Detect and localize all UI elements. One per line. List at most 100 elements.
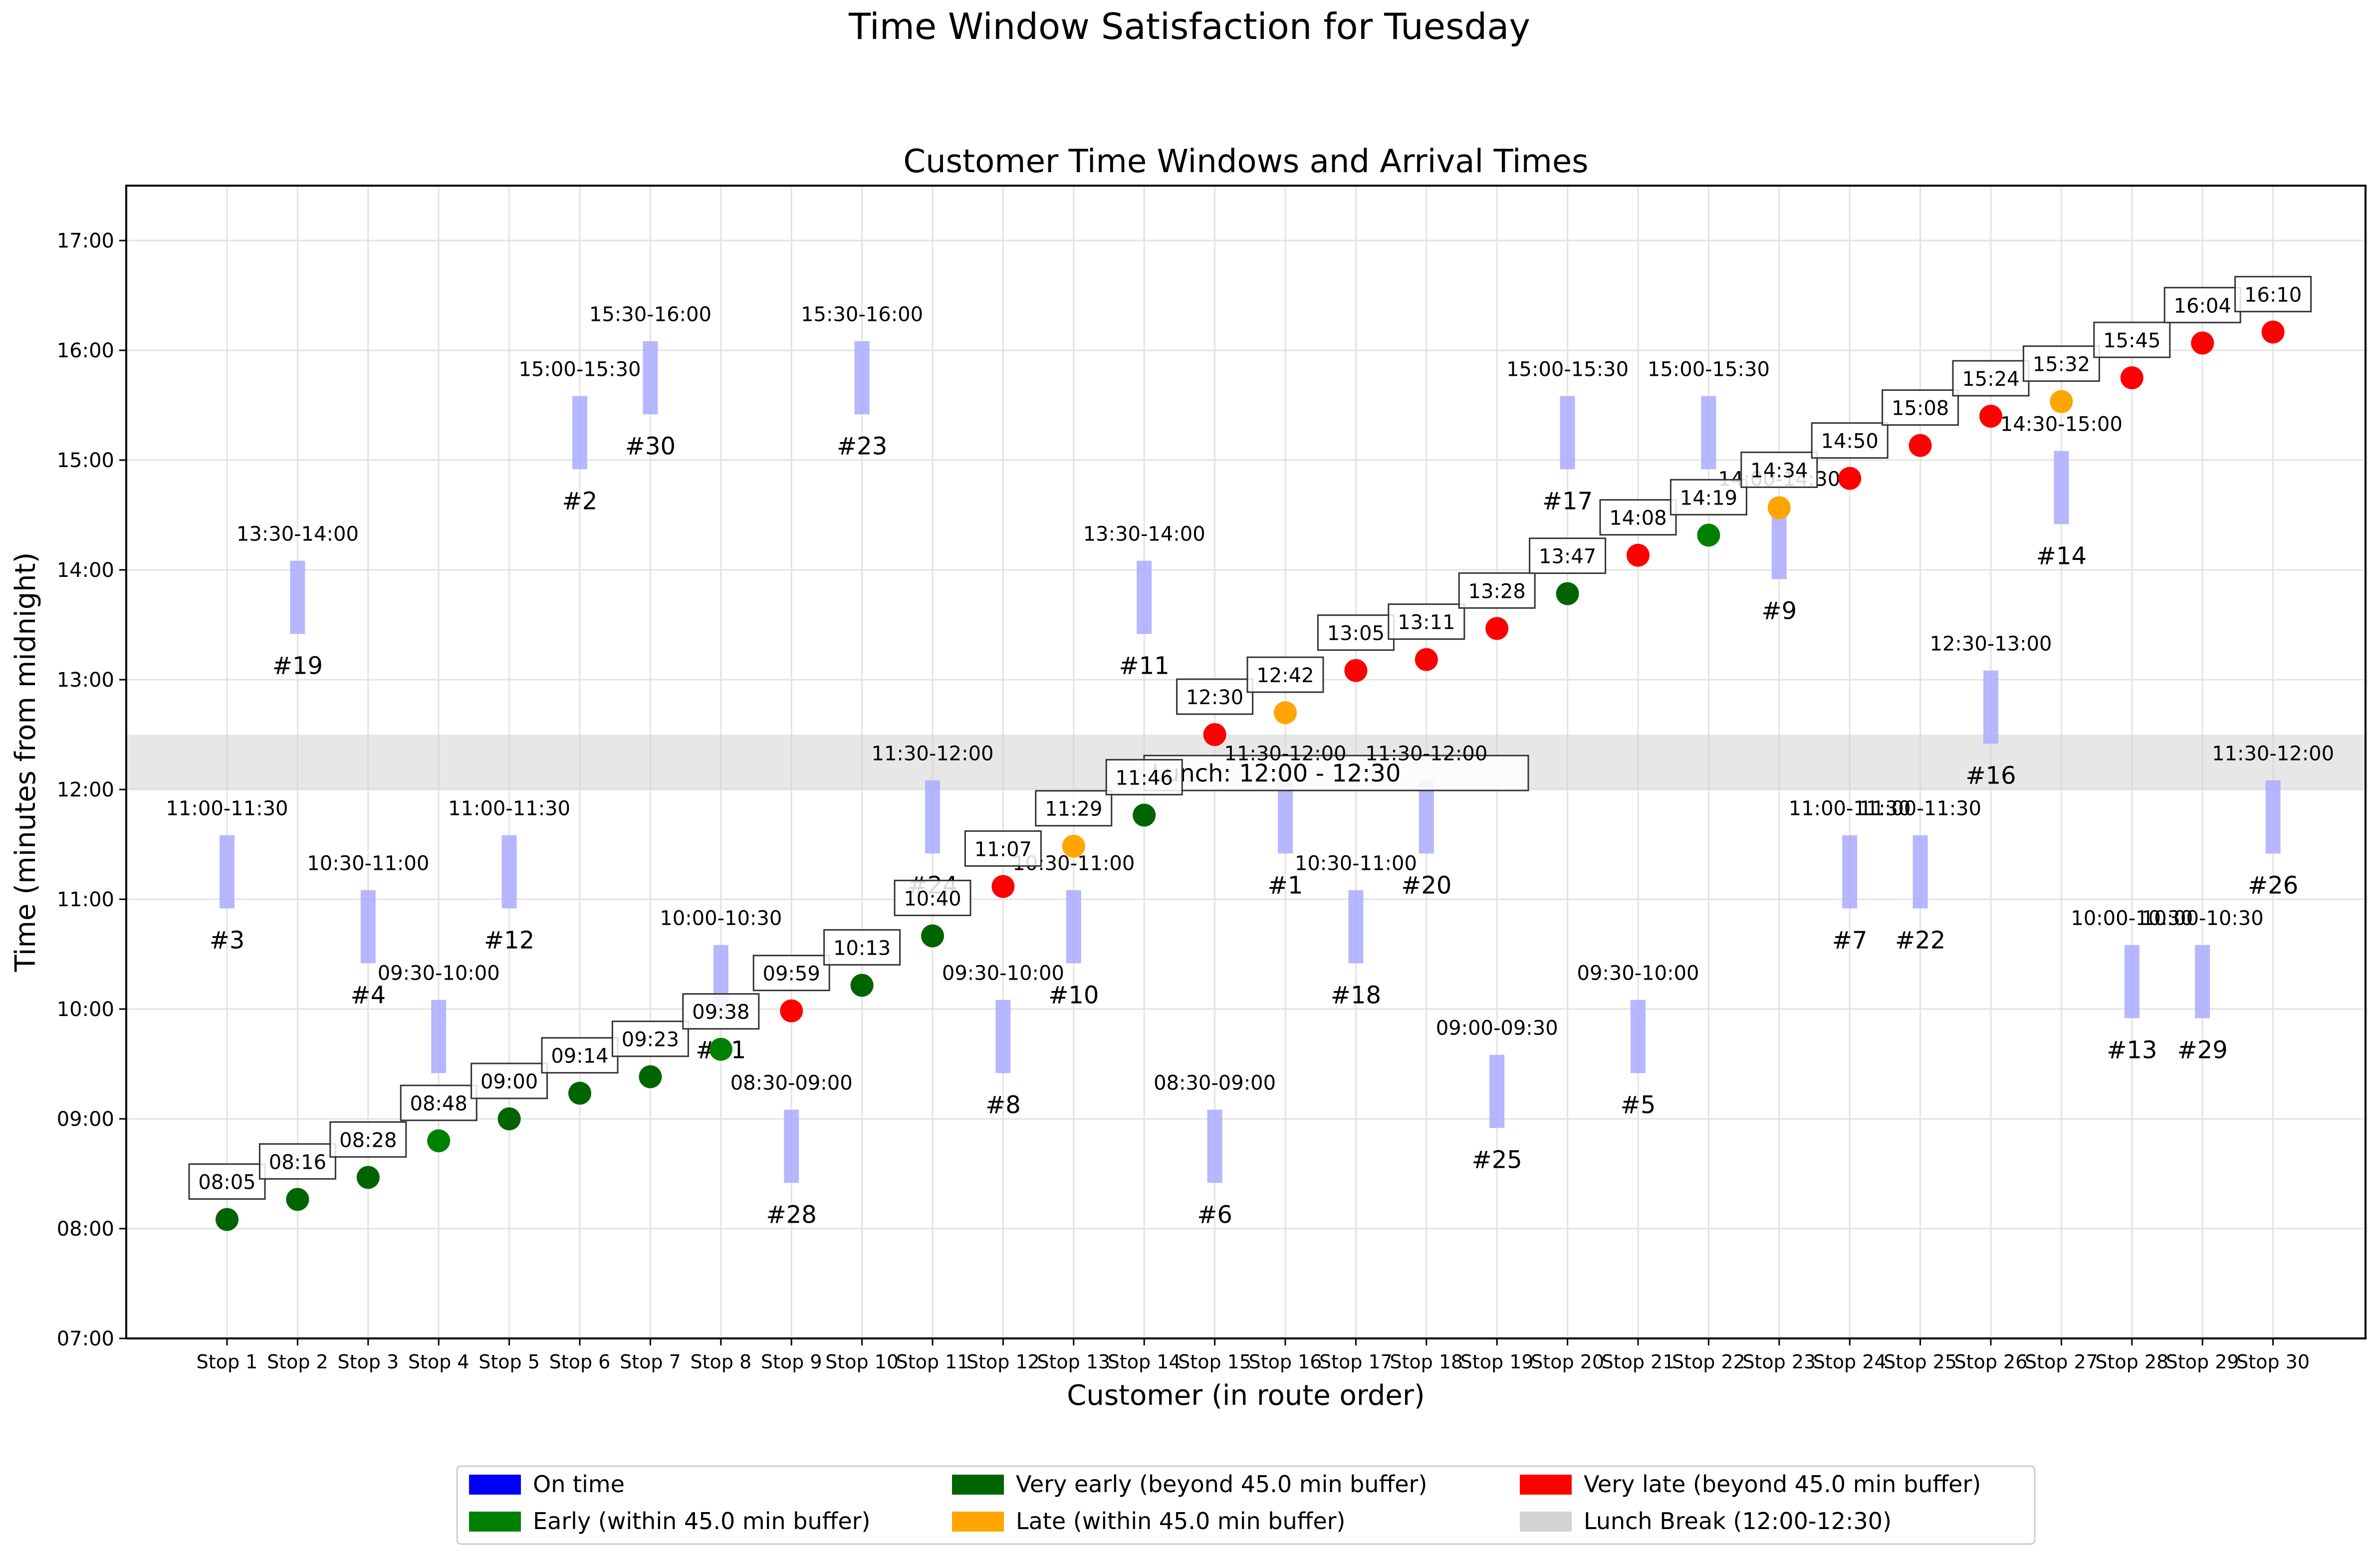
arrival-point (2050, 390, 2073, 413)
customer-label: #28 (766, 1201, 817, 1229)
time-window-bar (643, 341, 658, 415)
x-tick-label: Stop 27 (2025, 1351, 2098, 1373)
customer-label: #26 (2248, 871, 2298, 899)
arrival-time-box (682, 993, 760, 1030)
x-tick-label: Stop 29 (2166, 1351, 2239, 1373)
x-tick-label: Stop 24 (1813, 1351, 1887, 1373)
plot-frame (125, 185, 2367, 1339)
time-window-bar (995, 1000, 1011, 1073)
time-window-bar (220, 835, 235, 909)
time-window-label: 15:30-16:00 (589, 303, 712, 326)
arrival-time-box (752, 955, 830, 992)
legend-swatch (952, 1475, 1004, 1495)
arrival-time-box (1246, 656, 1324, 693)
arrival-time-box (2093, 321, 2171, 358)
y-tick-label: 17:00 (57, 230, 114, 253)
arrival-time-label: 12:42 (1256, 664, 1314, 687)
arrival-time-label: 09:00 (480, 1070, 538, 1093)
x-axis-label: Customer (in route order) (1067, 1379, 1425, 1412)
x-tick-label: Stop 9 (761, 1351, 822, 1373)
arrival-time-box (611, 1021, 689, 1057)
arrival-time-label: 11:07 (974, 838, 1032, 861)
time-window-label: 10:00-10:30 (2142, 907, 2264, 930)
x-tick-label: Stop 6 (549, 1351, 611, 1373)
time-window-label: 12:30-13:00 (1930, 633, 2052, 656)
arrival-time-box (823, 929, 901, 966)
arrival-time-label: 10:13 (833, 937, 891, 960)
time-window-label: 10:30-11:00 (1295, 852, 1417, 875)
arrival-time-label: 10:40 (904, 887, 961, 910)
time-window-label: 13:30-14:00 (1083, 523, 1205, 546)
time-window-label: 10:00-10:30 (2071, 907, 2193, 930)
arrival-time-label: 09:38 (692, 1001, 749, 1024)
x-tick-label: Stop 1 (197, 1351, 258, 1373)
arrival-time-box (1599, 499, 1677, 536)
customer-label: #10 (1048, 981, 1099, 1009)
arrival-time-box (1176, 678, 1254, 715)
arrival-time-label: 15:08 (1892, 397, 1949, 420)
time-window-label: 15:00-15:30 (1506, 358, 1629, 381)
arrival-point (709, 1038, 732, 1061)
customer-label: #16 (1965, 762, 2016, 789)
x-tick-label: Stop 10 (825, 1351, 899, 1373)
time-window-label: 09:30-10:00 (942, 962, 1064, 985)
arrival-point (921, 924, 944, 948)
arrival-time-box (1317, 614, 1395, 651)
x-tick-label: Stop 13 (1037, 1351, 1110, 1373)
arrival-time-box (1458, 572, 1536, 609)
arrival-point (2120, 366, 2143, 389)
time-window-bar (1207, 1109, 1222, 1183)
legend: On time Early (within 45.0 min buffer) Ver… (456, 1465, 2036, 1545)
time-window-bar (1348, 890, 1364, 964)
y-tick-label: 11:00 (57, 888, 114, 911)
arrival-time-box (1952, 360, 2030, 397)
arrival-time-box (541, 1037, 619, 1074)
arrival-point (2191, 331, 2214, 355)
time-window-bar (1489, 1054, 1505, 1128)
arrival-time-label: 08:05 (198, 1171, 255, 1194)
time-window-bar (2195, 945, 2210, 1019)
x-tick-label: Stop 14 (1108, 1351, 1181, 1373)
arrival-time-box (1388, 603, 1465, 640)
arrival-time-box (1882, 389, 1959, 426)
x-tick-label: Stop 15 (1178, 1351, 1251, 1373)
x-tick-label: Stop 20 (1531, 1351, 1604, 1373)
time-window-label: 08:30-09:00 (730, 1072, 853, 1095)
time-window-label: 08:30-09:00 (1154, 1072, 1276, 1095)
time-window-label: 11:00-11:30 (1859, 797, 1981, 820)
arrival-point (780, 999, 803, 1023)
arrival-point (1627, 543, 1650, 567)
arrival-point (1485, 617, 1509, 640)
customer-label: #6 (1197, 1201, 1232, 1229)
x-tick-label: Stop 8 (690, 1351, 751, 1373)
arrival-time-box (1811, 422, 1889, 459)
arrival-time-label: 12:30 (1186, 686, 1243, 709)
time-window-label: 15:30-16:00 (801, 303, 923, 326)
arrival-time-label: 08:48 (410, 1092, 468, 1115)
legend-label: Early (within 45.0 min buffer) (533, 1508, 871, 1535)
customer-label: #20 (1401, 871, 1451, 899)
legend-label: Very early (beyond 45.0 min buffer) (1016, 1471, 1427, 1498)
arrival-time-label: 09:14 (551, 1045, 608, 1068)
arrival-time-box (188, 1163, 266, 1200)
arrival-time-label: 14:08 (1609, 507, 1666, 530)
time-window-label: 11:00-11:30 (1789, 797, 1911, 820)
x-tick-label: Stop 28 (2095, 1351, 2168, 1373)
x-tick-label: Stop 7 (620, 1351, 681, 1373)
customer-label: #22 (1895, 926, 1945, 954)
time-window-label: 15:00-15:30 (1648, 358, 1770, 381)
legend-frame (456, 1465, 2036, 1545)
arrival-time-label: 11:29 (1045, 798, 1102, 821)
legend-swatch (1520, 1475, 1572, 1495)
arrival-time-box (471, 1062, 548, 1099)
y-tick-label: 07:00 (57, 1327, 114, 1350)
arrival-time-label: 13:05 (1327, 622, 1385, 645)
arrival-time-label: 13:11 (1398, 611, 1455, 634)
arrival-point (850, 974, 874, 997)
customer-label: #18 (1331, 981, 1381, 1009)
arrival-time-box (964, 830, 1042, 867)
time-window-label: 11:30-12:00 (872, 743, 994, 766)
arrival-time-box (1105, 759, 1183, 795)
arrival-point (1203, 723, 1226, 746)
y-tick-label: 08:00 (57, 1218, 114, 1241)
